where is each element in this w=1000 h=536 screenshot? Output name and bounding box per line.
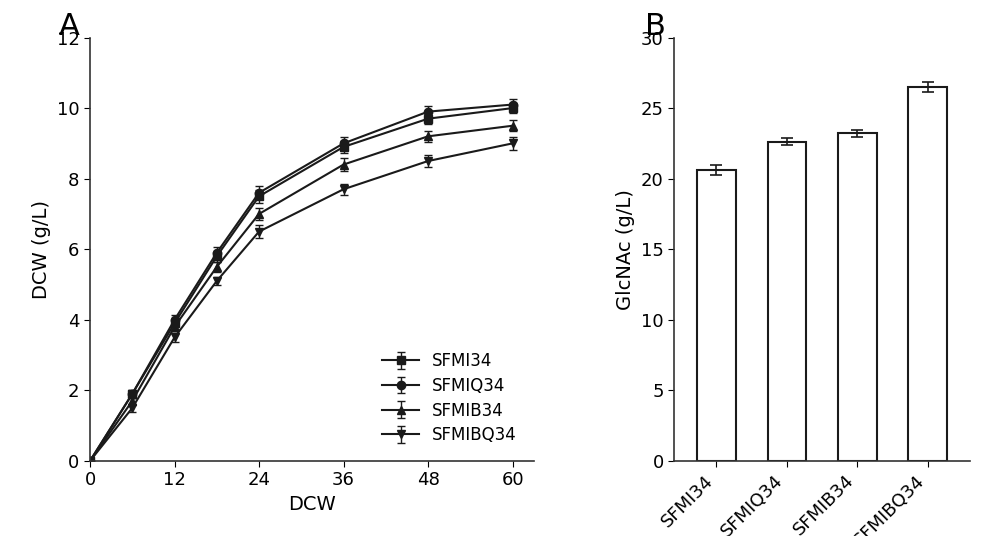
Text: A: A	[59, 12, 80, 41]
Y-axis label: DCW (g/L): DCW (g/L)	[32, 200, 51, 299]
X-axis label: DCW: DCW	[288, 495, 336, 514]
Bar	[768, 142, 806, 461]
Legend: SFMI34, SFMIQ34, SFMIB34, SFMIBQ34: SFMI34, SFMIQ34, SFMIB34, SFMIBQ34	[374, 344, 525, 452]
Bar	[697, 170, 736, 461]
Text: B: B	[645, 12, 665, 41]
Y-axis label: GlcNAc (g/L): GlcNAc (g/L)	[616, 189, 635, 310]
Bar	[838, 133, 877, 461]
Bar	[908, 87, 947, 461]
